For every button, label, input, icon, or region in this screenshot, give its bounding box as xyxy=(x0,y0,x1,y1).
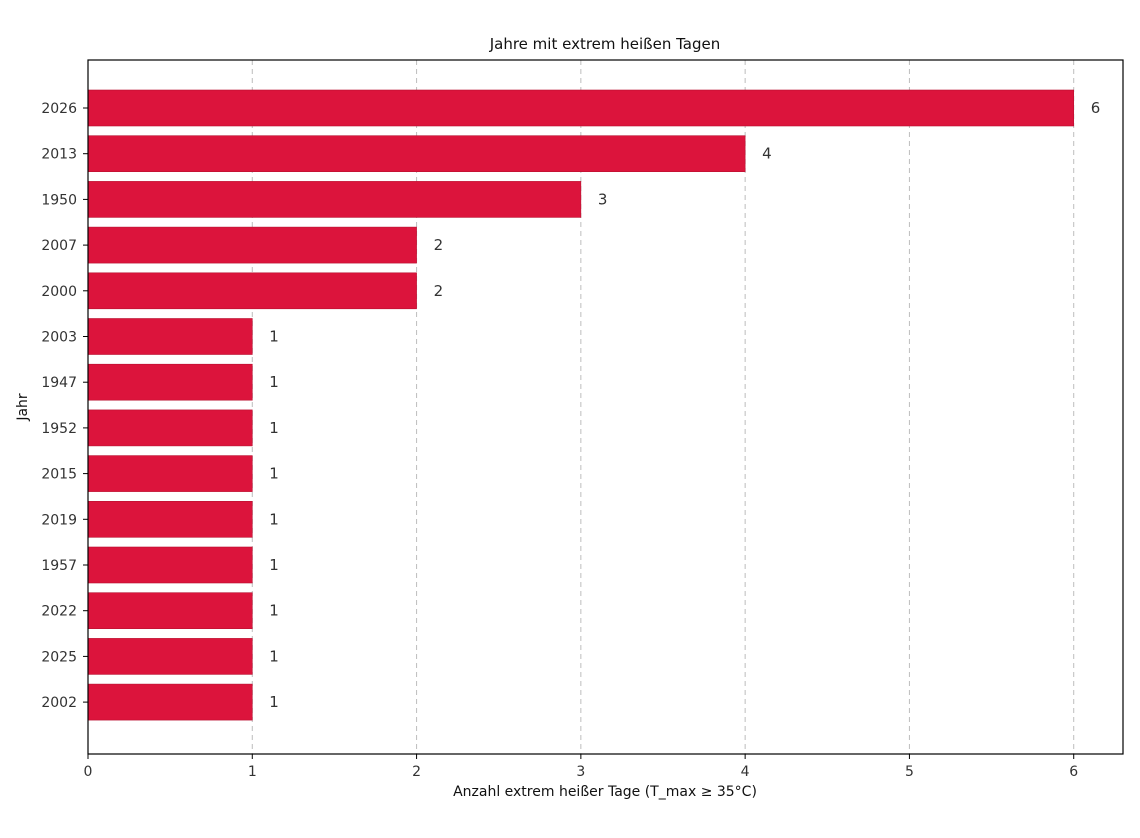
bar xyxy=(87,592,253,630)
data-label: 2 xyxy=(434,282,444,300)
x-tick-label: 6 xyxy=(1069,764,1078,780)
data-labels: 6 4 3 2 2 1 1 1 1 1 1 1 1 1 xyxy=(269,99,1100,711)
data-label: 1 xyxy=(269,647,279,665)
bar xyxy=(87,135,746,172)
y-tick-label: 2019 xyxy=(41,512,77,528)
y-tick-label: 2026 xyxy=(41,101,77,117)
bar xyxy=(87,89,1075,127)
bar xyxy=(87,546,253,584)
bar xyxy=(87,181,582,218)
data-label: 1 xyxy=(269,602,279,620)
y-tick-label: 1952 xyxy=(41,421,77,437)
y-tick-label: 2025 xyxy=(41,649,77,665)
bar xyxy=(87,455,253,492)
bar xyxy=(87,363,253,401)
x-axis-ticks: 0 1 2 3 4 5 6 xyxy=(84,754,1078,780)
bar xyxy=(87,500,253,538)
y-tick-label: 2000 xyxy=(41,284,77,300)
bar xyxy=(87,638,253,675)
y-tick-label: 2013 xyxy=(41,147,77,163)
bars xyxy=(87,89,1075,721)
x-tick-label: 2 xyxy=(412,764,421,780)
x-axis-label: Anzahl extrem heißer Tage (T_max ≥ 35°C) xyxy=(453,784,757,800)
y-axis-ticks: 2026 2013 1950 2007 2000 2003 1947 1952 2015 2019… xyxy=(41,101,88,711)
bar xyxy=(87,409,253,447)
x-tick-label: 5 xyxy=(905,764,914,780)
bar xyxy=(87,272,417,310)
data-label: 6 xyxy=(1091,99,1101,117)
y-tick-label: 2015 xyxy=(41,467,77,483)
x-tick-label: 4 xyxy=(741,764,750,780)
y-tick-label: 1947 xyxy=(41,375,77,391)
data-label: 1 xyxy=(269,693,279,711)
data-label: 1 xyxy=(269,328,279,346)
data-label: 1 xyxy=(269,510,279,528)
x-tick-label: 3 xyxy=(576,764,585,780)
x-tick-label: 0 xyxy=(84,764,93,780)
y-tick-label: 2003 xyxy=(41,330,77,346)
plot-frame xyxy=(87,59,1124,755)
bar xyxy=(87,318,253,355)
y-axis-label: Jahr xyxy=(15,393,31,422)
data-label: 1 xyxy=(269,419,279,437)
data-label: 2 xyxy=(434,236,444,254)
bar xyxy=(87,226,417,264)
data-label: 1 xyxy=(269,465,279,483)
bar xyxy=(87,683,253,721)
data-label: 1 xyxy=(269,373,279,391)
x-tick-label: 1 xyxy=(248,764,257,780)
y-tick-label: 2022 xyxy=(41,604,77,620)
data-label: 1 xyxy=(269,556,279,574)
data-label: 3 xyxy=(598,190,608,208)
y-tick-label: 2007 xyxy=(41,238,77,254)
y-tick-label: 2002 xyxy=(41,695,77,711)
data-label: 4 xyxy=(762,145,772,163)
y-tick-label: 1950 xyxy=(41,192,77,208)
chart-title: Jahre mit extrem heißen Tagen xyxy=(489,35,721,53)
y-tick-label: 1957 xyxy=(41,558,77,574)
